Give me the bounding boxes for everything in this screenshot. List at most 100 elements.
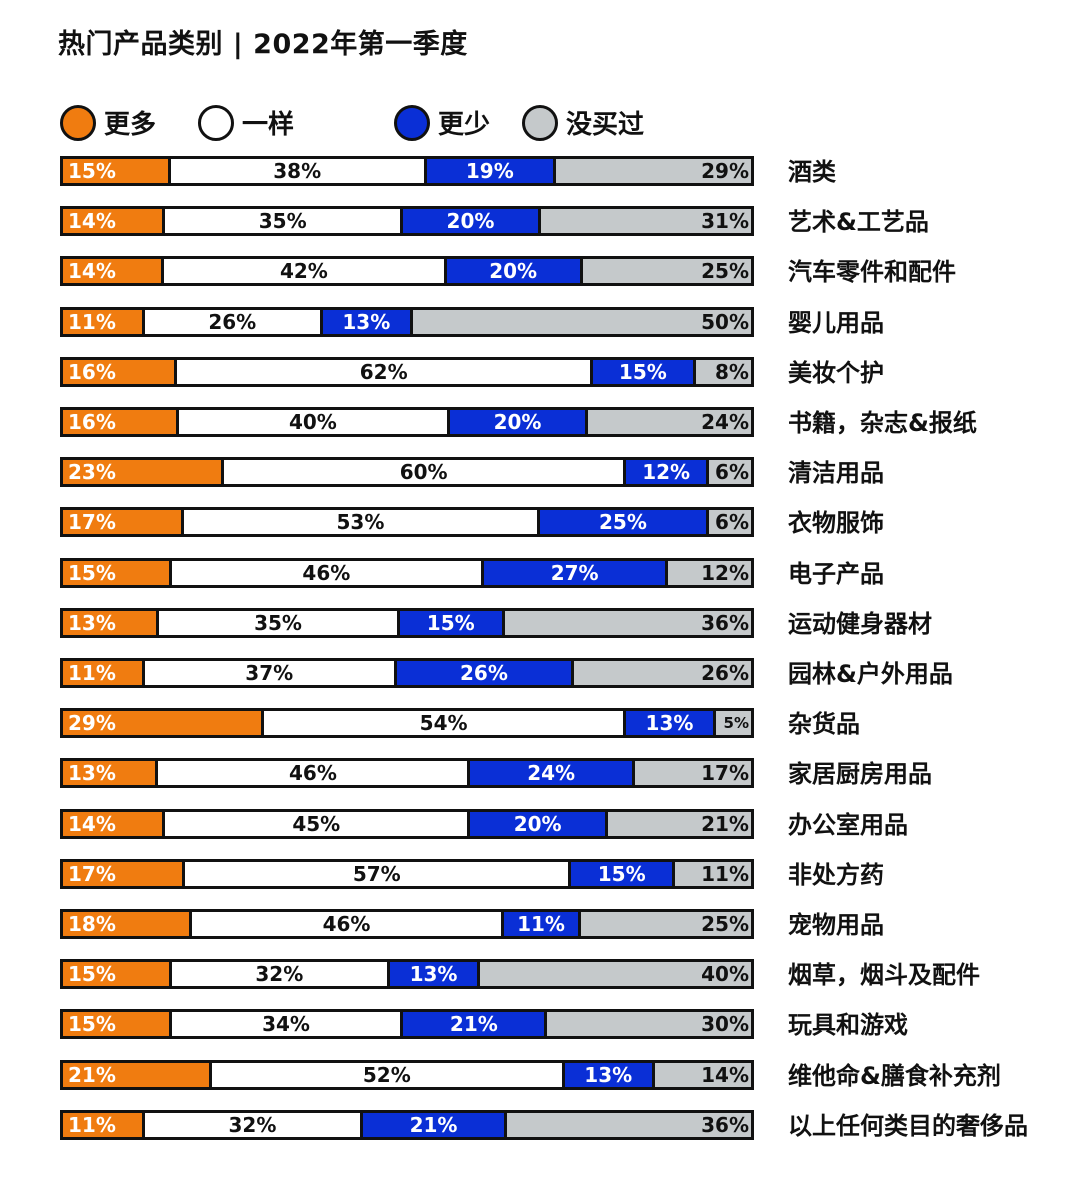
- segment-same: 53%: [181, 510, 537, 535]
- chart-title: 热门产品类别 | 2022年第一季度: [58, 29, 468, 60]
- segment-same: 46%: [155, 761, 468, 786]
- segment-more: 17%: [63, 510, 182, 535]
- segment-less: 19%: [423, 159, 554, 183]
- category-label: 园林&户外用品: [788, 660, 953, 688]
- segment-never: 21%: [604, 811, 751, 836]
- segment-less: 20%: [447, 410, 585, 434]
- segment-more: 11%: [63, 661, 142, 685]
- stacked-bar: 29% 54% 13% 5%: [60, 708, 754, 739]
- bar-row: 15% 46% 27% 12% 电子产品: [60, 557, 1070, 588]
- category-label: 维他命&膳食补充剂: [788, 1061, 1001, 1090]
- segment-less: 15%: [568, 861, 673, 886]
- segment-less: 13%: [561, 1062, 652, 1087]
- stacked-bar: 11% 32% 21% 36%: [60, 1109, 754, 1140]
- bar-row: 13% 46% 24% 17% 家居厨房用品: [60, 758, 1070, 789]
- bar-row: 11% 37% 26% 26% 园林&户外用品: [60, 658, 1070, 688]
- segment-less: 20%: [400, 209, 538, 234]
- bar-row: 15% 34% 21% 30% 玩具和游戏: [60, 1009, 1070, 1040]
- stacked-bar: 15% 34% 21% 30%: [60, 1009, 754, 1040]
- bar-row: 15% 38% 19% 29% 酒类: [60, 156, 1070, 186]
- segment-more: 16%: [63, 359, 175, 384]
- segment-never: 29%: [553, 159, 751, 183]
- category-label: 玩具和游戏: [788, 1011, 908, 1040]
- segment-never: 14%: [651, 1062, 751, 1087]
- segment-more: 29%: [63, 711, 261, 736]
- bar-row: 16% 40% 20% 24% 书籍，杂志&报纸: [60, 407, 1070, 437]
- bar-row: 18% 46% 11% 25% 宠物用品: [60, 909, 1070, 939]
- category-label: 杂货品: [788, 710, 860, 739]
- segment-same: 35%: [162, 209, 401, 234]
- segment-same: 34%: [168, 1012, 401, 1037]
- bar-row: 17% 57% 15% 11% 非处方药: [60, 858, 1070, 889]
- stacked-bar: 16% 62% 15% 8%: [60, 356, 754, 387]
- category-label: 酒类: [788, 158, 836, 186]
- stacked-bar: 15% 32% 13% 40%: [60, 959, 754, 990]
- segment-same: 46%: [168, 560, 481, 585]
- segment-less: 21%: [359, 1112, 505, 1137]
- category-label: 书籍，杂志&报纸: [788, 409, 977, 437]
- category-label: 汽车零件和配件: [788, 258, 956, 287]
- stacked-bar: 23% 60% 12% 6%: [60, 457, 754, 488]
- gray-circle-icon: [522, 104, 558, 141]
- stacked-bar: 11% 37% 26% 26%: [60, 658, 754, 688]
- segment-never: 12%: [665, 560, 751, 585]
- stacked-bar: 15% 46% 27% 12%: [60, 557, 754, 588]
- segment-never: 50%: [410, 309, 751, 334]
- stacked-bar: 14% 45% 20% 21%: [60, 808, 754, 839]
- stacked-bar: 13% 35% 15% 36%: [60, 607, 754, 638]
- segment-never: 40%: [477, 962, 751, 987]
- segment-never: 17%: [631, 761, 751, 786]
- segment-same: 38%: [167, 159, 424, 183]
- legend-label: 更多: [104, 110, 157, 140]
- segment-same: 37%: [141, 661, 394, 685]
- orange-circle-icon: [60, 104, 96, 141]
- segment-same: 35%: [156, 610, 397, 635]
- segment-more: 15%: [63, 159, 168, 183]
- segment-never: 30%: [544, 1012, 751, 1037]
- segment-less: 15%: [396, 610, 502, 635]
- bar-row: 17% 53% 25% 6% 衣物服饰: [60, 507, 1070, 538]
- segment-never: 11%: [672, 861, 751, 886]
- bar-row: 14% 45% 20% 21% 办公室用品: [60, 808, 1070, 839]
- segment-same: 54%: [260, 711, 624, 736]
- segment-more: 14%: [63, 811, 163, 836]
- segment-more: 17%: [63, 861, 183, 886]
- segment-more: 18%: [63, 912, 189, 936]
- category-label: 衣物服饰: [788, 509, 884, 538]
- category-label: 办公室用品: [788, 810, 908, 839]
- stacked-bar: 18% 46% 11% 25%: [60, 909, 754, 939]
- segment-less: 25%: [536, 510, 707, 535]
- bar-row: 13% 35% 15% 36% 运动健身器材: [60, 607, 1070, 638]
- segment-never: 5%: [712, 711, 751, 736]
- segment-more: 15%: [63, 560, 169, 585]
- segment-more: 16%: [63, 410, 176, 434]
- segment-same: 46%: [188, 912, 502, 936]
- category-label: 电子产品: [788, 559, 884, 588]
- segment-less: 20%: [467, 811, 605, 836]
- category-label: 艺术&工艺品: [788, 208, 929, 237]
- segment-less: 13%: [319, 309, 410, 334]
- segment-never: 6%: [706, 510, 752, 535]
- segment-never: 36%: [501, 610, 751, 635]
- bar-row: 11% 32% 21% 36% 以上任何类目的奢侈品: [60, 1109, 1070, 1140]
- segment-more: 13%: [63, 761, 156, 786]
- segment-same: 52%: [209, 1062, 562, 1087]
- segment-more: 15%: [63, 962, 169, 987]
- stacked-bar: 15% 38% 19% 29%: [60, 156, 754, 186]
- segment-same: 45%: [162, 811, 468, 836]
- legend-item-same: 一样: [198, 104, 294, 141]
- segment-more: 23%: [63, 460, 222, 485]
- category-label: 婴儿用品: [788, 308, 884, 337]
- white-circle-icon: [198, 104, 234, 141]
- segment-same: 62%: [174, 359, 590, 384]
- segment-less: 12%: [623, 460, 707, 485]
- segment-more: 11%: [63, 1112, 142, 1137]
- category-label: 美妆个护: [788, 358, 884, 387]
- segment-less: 21%: [400, 1012, 545, 1037]
- segment-never: 8%: [692, 359, 751, 384]
- category-label: 宠物用品: [788, 911, 884, 939]
- stacked-bar: 16% 40% 20% 24%: [60, 407, 754, 437]
- legend-item-more: 更多: [60, 104, 156, 141]
- stacked-bar: 14% 42% 20% 25%: [60, 256, 754, 287]
- segment-less: 24%: [467, 761, 632, 786]
